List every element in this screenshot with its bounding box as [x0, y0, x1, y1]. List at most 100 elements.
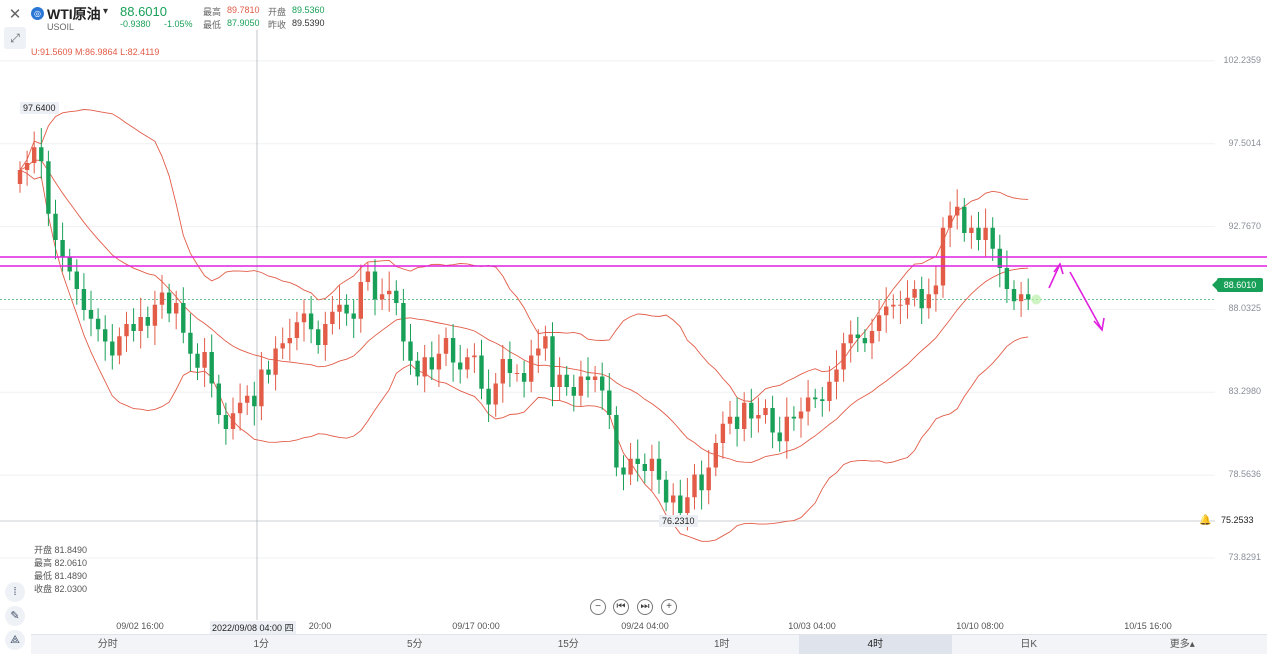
candle	[344, 294, 349, 326]
crosshair-price: 75.2533	[1221, 515, 1254, 525]
candle	[131, 308, 136, 342]
period-tab[interactable]: 更多▴	[1169, 639, 1195, 650]
chart-type-icon[interactable]: ⟁	[5, 630, 25, 650]
boll-indicator: U:91.5609 M:86.9864 L:82.4119	[31, 47, 160, 57]
low-marker: 76.2310	[659, 515, 698, 527]
expand-icon[interactable]: ⤢	[4, 27, 26, 49]
candle	[614, 406, 619, 477]
candle	[649, 444, 655, 491]
open-value: 89.5360	[292, 5, 325, 15]
candle	[578, 360, 584, 407]
candle	[642, 453, 647, 484]
ohlc-low-label: 最低	[34, 571, 53, 581]
period-tab[interactable]: 15分	[557, 639, 579, 650]
candle	[245, 385, 250, 415]
candle	[663, 471, 669, 512]
candle	[372, 259, 378, 316]
candle	[983, 208, 988, 258]
high-label: 最高	[203, 7, 222, 17]
candle	[316, 320, 321, 354]
close-icon[interactable]: ✕	[8, 6, 22, 23]
candle	[103, 315, 108, 361]
candle	[216, 374, 221, 424]
candle	[486, 369, 491, 422]
pencil-icon[interactable]: ✎	[5, 606, 25, 626]
time-axis-label: 09/17 00:00	[452, 621, 500, 631]
candle	[926, 278, 931, 319]
candle	[1018, 282, 1024, 317]
candle	[585, 357, 591, 398]
candle	[777, 416, 782, 452]
candle	[543, 325, 548, 361]
candle	[976, 212, 981, 251]
low-label: 最低	[203, 20, 222, 30]
candle	[436, 334, 442, 387]
candle	[862, 329, 868, 352]
candle	[997, 234, 1002, 288]
candle	[891, 294, 896, 319]
period-tab[interactable]: 日K	[1020, 639, 1038, 650]
candle	[365, 262, 371, 291]
candle	[848, 320, 853, 363]
candle	[784, 397, 789, 459]
price-axis-label: 102.2359	[1223, 54, 1261, 65]
price-axis-label: 92.7670	[1228, 220, 1261, 231]
candle	[635, 439, 640, 482]
candle	[600, 362, 605, 410]
candle	[933, 266, 939, 312]
candle	[706, 450, 711, 505]
candle	[955, 189, 960, 230]
candle	[230, 397, 236, 440]
candle	[294, 311, 300, 351]
candle	[259, 352, 264, 421]
symbol-name[interactable]: WTI原油	[47, 6, 101, 22]
candle	[46, 150, 51, 226]
candle	[969, 215, 974, 249]
candle	[422, 345, 427, 393]
current-price-tag: 88.6010	[1212, 278, 1263, 292]
period-tab[interactable]: 4时	[798, 635, 952, 654]
chevron-down-icon[interactable]: ▾	[103, 6, 109, 17]
candle	[358, 264, 363, 333]
candle	[479, 339, 484, 400]
candle	[898, 290, 903, 324]
price-change-pct: -1.05%	[164, 19, 193, 29]
candle	[912, 280, 917, 307]
candle	[117, 327, 122, 365]
candle	[1026, 278, 1031, 310]
ohlc-open-label: 开盘	[34, 545, 53, 555]
zoom-in-button[interactable]: +	[661, 599, 677, 615]
candle	[124, 311, 129, 352]
candle	[699, 460, 704, 510]
ohlc-close-label: 收盘	[34, 584, 53, 594]
candle	[756, 397, 761, 433]
period-tab[interactable]: 1时	[713, 639, 730, 650]
time-axis-label: 10/03 04:00	[788, 621, 836, 631]
period-tab[interactable]: 5分	[406, 639, 423, 650]
candle	[110, 324, 115, 370]
high-marker: 97.6400	[20, 102, 59, 114]
candle	[692, 464, 697, 510]
indicator-icon[interactable]: ⁞	[5, 582, 25, 602]
period-tab[interactable]: 1分	[253, 639, 270, 650]
candle	[805, 380, 811, 426]
candle	[841, 332, 846, 382]
candle	[1011, 280, 1017, 310]
candle	[742, 392, 747, 442]
zoom-out-button[interactable]: −	[590, 599, 606, 615]
down-arrow-head	[1093, 317, 1105, 332]
period-tab[interactable]: 分时	[97, 639, 118, 650]
candle	[450, 324, 456, 382]
ohlc-panel: 开盘 81.8490 最高 82.0610 最低 81.4890 收盘 82.0…	[34, 544, 87, 596]
scroll-start-button[interactable]: ⏮	[613, 599, 629, 615]
candle	[181, 287, 186, 344]
price-axis-label: 83.2980	[1228, 386, 1261, 397]
candle	[749, 388, 754, 438]
bell-icon[interactable]: 🔔	[1199, 515, 1212, 526]
candle	[465, 348, 470, 379]
candle	[514, 364, 520, 382]
middle-band	[19, 159, 1029, 463]
candle	[188, 313, 193, 372]
scroll-end-button[interactable]: ⏭	[637, 599, 653, 615]
